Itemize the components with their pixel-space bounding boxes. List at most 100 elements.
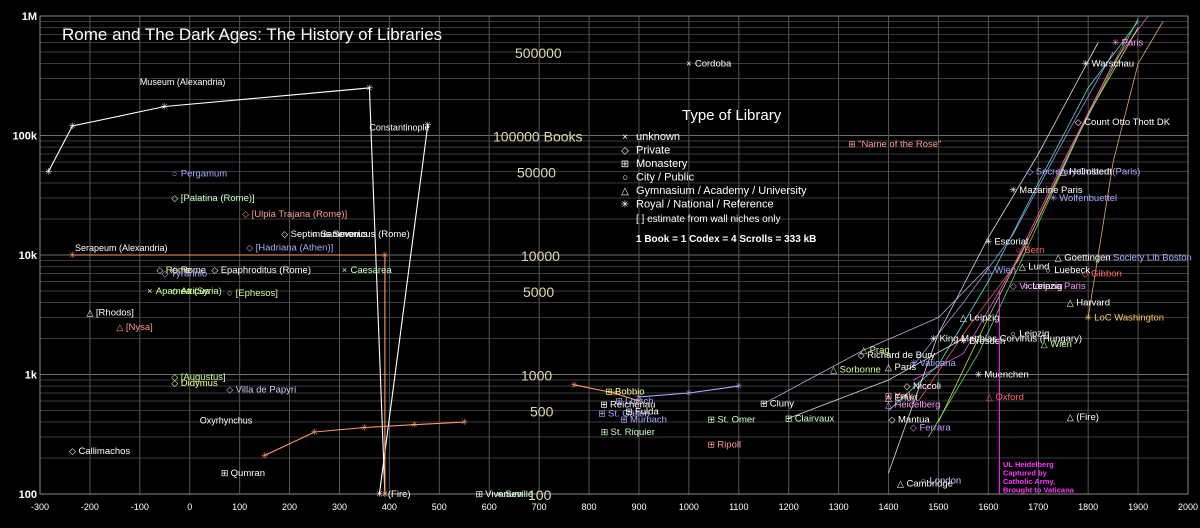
library-marker: △ (897, 478, 904, 488)
library-marker: ◇ (858, 350, 865, 360)
library-label: Vivarium (485, 489, 522, 500)
series-point: ✳ (635, 396, 643, 406)
library-label: Bobbio (615, 387, 645, 398)
legend-label: Royal / National / Reference (636, 199, 774, 211)
legend-symbol: ◇ (621, 146, 629, 157)
library-marker: △ (1055, 253, 1062, 263)
library-label: Leipzig (969, 312, 999, 323)
library-label: Muenchen (984, 370, 1028, 381)
x-tick-label: 500 (432, 502, 447, 512)
library-marker: ◇ (161, 269, 168, 279)
library-label: Pergamum (181, 169, 228, 180)
library-label: Escorial (994, 236, 1028, 247)
x-tick-label: 800 (582, 502, 597, 512)
x-tick-label: 100 (232, 502, 247, 512)
series-label: Constantinople (369, 123, 429, 133)
library-label: Paris (895, 362, 917, 373)
library-marker: ◇ (171, 265, 178, 275)
library-marker: ✳ (975, 370, 983, 380)
library-label: Callimachos (78, 446, 130, 457)
library-marker: ○ (1104, 253, 1109, 263)
library-label: Tyrannio (171, 269, 207, 280)
y-tick-label: 1k (25, 370, 38, 382)
library-marker: ◇ (211, 265, 218, 275)
library-label: Wien (1050, 339, 1072, 350)
series-lines: ✳✳✳✳✳Museum (Alexandria)✳✳Constantinople… (45, 15, 1164, 499)
library-label: Villa de Papyri (236, 384, 297, 395)
library-marker: ◇ (1010, 281, 1017, 291)
library-marker: ◇ (246, 243, 253, 253)
series-line (378, 124, 429, 495)
library-label: Wien (994, 265, 1016, 276)
x-tick-label: -300 (31, 502, 49, 512)
library-marker: ○ (1011, 329, 1016, 339)
series-point: ✳ (69, 250, 77, 260)
connector-line (928, 18, 1139, 438)
library-label: Goettingen (1064, 253, 1110, 264)
library-marker: ○ (312, 229, 317, 239)
y-tick-label: 100k (13, 131, 38, 143)
series-point: ✳ (381, 250, 389, 260)
guide-label: 5000 (523, 284, 554, 300)
legend-symbol: ○ (622, 173, 628, 184)
legend-title: Type of Library (682, 107, 782, 124)
library-label: Seville (505, 489, 533, 500)
library-marker: ⊞ (760, 399, 768, 409)
library-label: Ferrara (919, 423, 951, 434)
library-label: London (929, 475, 961, 486)
library-marker: △ (86, 308, 93, 318)
series-point: ✳ (45, 166, 53, 176)
library-marker: × (342, 265, 347, 275)
library-label: St. Riquier (611, 427, 655, 438)
legend: Type of Library × unknown ◇ Private ⊞ Monaste… (621, 107, 817, 245)
guide-label: 10000 (521, 248, 560, 264)
library-marker: ◇ (171, 378, 178, 388)
legend-label: Monastery (636, 158, 688, 170)
library-label: [Rhodos] (96, 308, 134, 319)
legend-symbol: ⊞ (621, 159, 629, 170)
library-marker: ⊞ (615, 396, 623, 406)
connector-line (938, 27, 1139, 423)
library-marker: ◇ (910, 423, 917, 433)
series-point: ✳ (610, 388, 618, 398)
series-point: ✳ (381, 489, 389, 499)
library-label: [Ephesos] (236, 288, 278, 299)
legend-label: unknown (636, 131, 680, 143)
library-marker: ⊞ (600, 400, 608, 410)
series-line (264, 421, 465, 456)
library-label: Cordoba (695, 59, 732, 70)
series-point: ✳ (161, 101, 169, 111)
legend-note: [ ] estimate from wall niches only (636, 214, 781, 225)
library-marker: ○ (921, 475, 926, 485)
library-label: Cluny (770, 399, 795, 410)
library-label: Luebeck (1054, 265, 1090, 276)
library-marker: ◇ (156, 265, 163, 275)
library-label: [Palatina (Rome)] (181, 193, 255, 204)
library-marker: △ (885, 400, 892, 410)
guide-label: 500 (530, 403, 554, 419)
series-point: ✳ (685, 388, 693, 398)
x-tick-label: 2000 (1178, 502, 1198, 512)
series-line (48, 87, 386, 495)
library-marker: ✳ (960, 336, 968, 346)
x-tick-label: 300 (332, 502, 347, 512)
series-point: ✳ (735, 381, 743, 391)
library-label: Oxford (995, 392, 1024, 403)
library-label: Rome (166, 265, 191, 276)
library-marker: ✳ (1082, 59, 1090, 69)
library-marker: ⊞ (625, 407, 633, 417)
connector-line (913, 51, 1114, 366)
y-tick-label: 100 (19, 489, 37, 501)
library-marker: ○ (227, 288, 232, 298)
library-label: Mantua (898, 415, 930, 426)
library-label: Qumran (231, 468, 265, 479)
library-label: Murbach (630, 415, 667, 426)
x-tick-label: 700 (532, 502, 547, 512)
legend-symbol: △ (621, 186, 629, 197)
library-marker: ○ (1016, 245, 1021, 255)
library-marker: ⊞ (708, 415, 716, 425)
library-label: Caesarea (350, 265, 392, 276)
library-marker: ◇ (281, 229, 288, 239)
library-marker: ✳ (1084, 312, 1092, 322)
